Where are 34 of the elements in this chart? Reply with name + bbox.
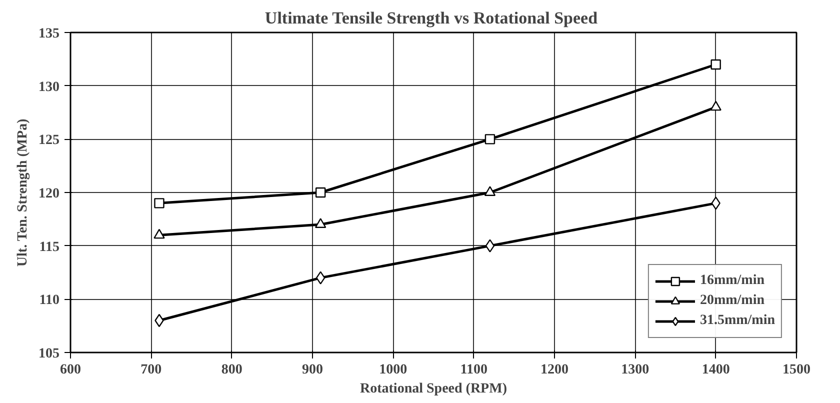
x-tick-label: 1300 (621, 362, 650, 378)
x-tick-label: 1400 (702, 362, 730, 378)
chart-title: Ultimate Tensile Strength vs Rotational Speed (264, 8, 598, 28)
x-tick-label: 1500 (782, 362, 810, 378)
point (710, 59, 721, 70)
y-tick-label: 115 (39, 240, 60, 255)
point (484, 134, 496, 144)
point (710, 100, 722, 111)
point (316, 271, 326, 284)
y-tick-label: 130 (38, 80, 60, 95)
x-tick-label: 600 (60, 362, 81, 378)
point (154, 228, 165, 239)
x-tick-label: 1100 (460, 362, 488, 378)
point (711, 196, 720, 210)
x-axis-title: Rotational Speed (RPM) (360, 382, 508, 396)
point (484, 186, 496, 196)
x-tick-label: 1000 (379, 362, 408, 378)
y-tick-label: 105 (38, 346, 60, 362)
point (485, 239, 495, 252)
y-tick-label: 135 (38, 26, 60, 42)
legend-label: 16mm/min (700, 273, 764, 289)
x-tick-label: 700 (140, 362, 162, 378)
point (314, 218, 326, 228)
y-tick-label: 120 (38, 186, 60, 202)
x-tick-label: 900 (302, 362, 323, 378)
x-tick-label: 800 (221, 362, 242, 378)
legend-label: 31.5mm/min (700, 313, 775, 329)
y-axis-title: Ult. Ten. Strength (MPa) (16, 118, 30, 267)
x-tick-label: 1200 (540, 362, 568, 378)
point (315, 187, 326, 198)
legend-label: 20mm/min (700, 293, 764, 309)
y-tick-label: 125 (38, 133, 60, 148)
point (154, 198, 164, 208)
y-tick-label: 110 (39, 293, 60, 308)
